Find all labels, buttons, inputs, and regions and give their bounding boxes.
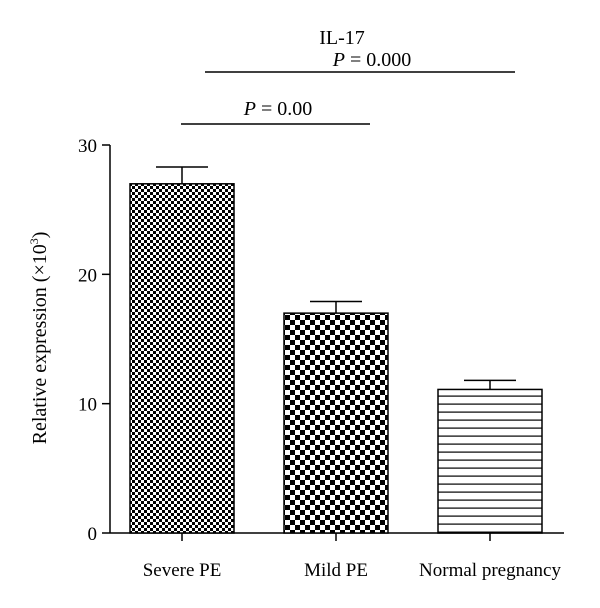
y-tick-label: 10 [78,395,97,416]
bar [437,388,543,534]
x-tick-label: Severe PE [143,560,222,581]
y-axis-label: Relative expression (×103) [27,232,51,445]
y-tick-label: 0 [88,524,98,545]
y-tick-label: 30 [78,136,97,157]
bar [129,183,235,534]
significance-label: P = 0.000 [332,49,412,71]
x-ticks: Severe PE Mild PE Normal pregnancy [143,533,561,581]
x-tick-label: Mild PE [304,560,368,581]
y-ticks: 0 10 20 30 [78,136,110,545]
y-tick-label: 20 [78,265,97,286]
x-tick-label: Normal pregnancy [419,560,561,581]
significance-label: P = 0.00 [243,98,313,120]
bar [283,312,389,534]
significance-annotations: P = 0.000 P = 0.00 [181,49,515,125]
bars [129,166,543,534]
chart-title: IL-17 [319,27,365,49]
